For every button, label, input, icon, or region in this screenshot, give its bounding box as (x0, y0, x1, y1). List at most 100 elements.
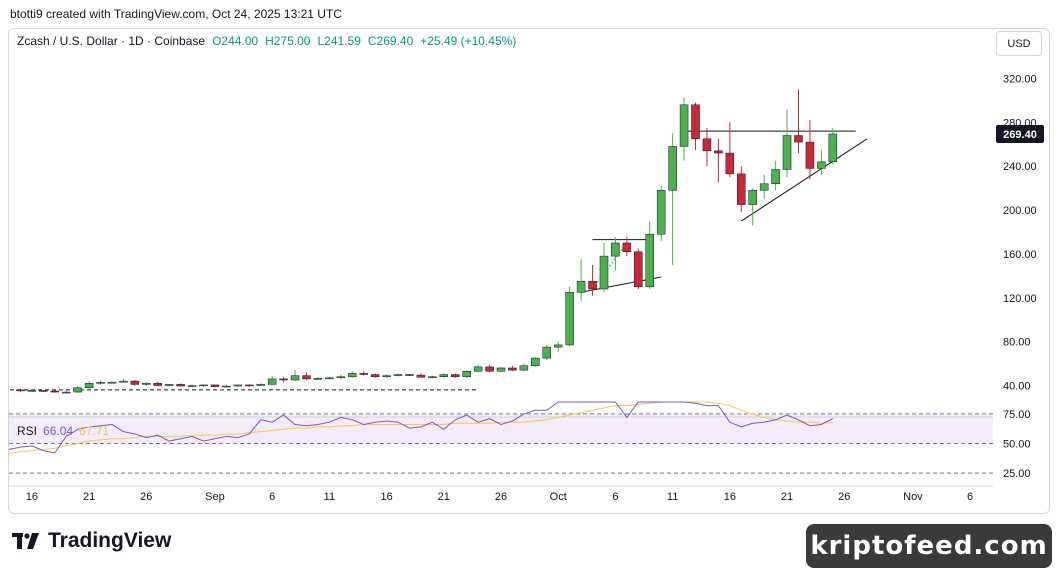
candle[interactable] (508, 365, 517, 372)
candle[interactable] (199, 384, 208, 387)
time-tick-label: 26 (140, 491, 152, 503)
candle[interactable] (393, 373, 403, 377)
candle[interactable] (588, 264, 597, 296)
candle[interactable] (325, 376, 334, 380)
candle-body (828, 133, 838, 163)
candle[interactable] (256, 383, 265, 387)
price-tick-label: 120.00 (1003, 293, 1037, 305)
candle[interactable] (142, 382, 151, 387)
candle[interactable] (336, 374, 346, 379)
candle[interactable] (473, 364, 483, 373)
candle[interactable] (805, 120, 815, 180)
last-price-badge: 269.40 (996, 124, 1044, 143)
candle[interactable] (817, 149, 826, 175)
candle[interactable] (759, 174, 769, 200)
candle[interactable] (782, 109, 792, 178)
candle-body (599, 255, 609, 290)
candle[interactable] (348, 371, 357, 378)
ohlc-high: H275.00 (265, 34, 311, 48)
candle[interactable] (794, 89, 803, 154)
candle[interactable] (714, 138, 723, 183)
candle-body (805, 141, 815, 169)
candle[interactable] (96, 380, 105, 385)
candle[interactable] (462, 370, 471, 378)
trendline-drawings[interactable] (10, 130, 868, 391)
candle[interactable] (164, 383, 174, 387)
candle[interactable] (416, 373, 426, 378)
candle[interactable] (107, 381, 117, 384)
tradingview-logo-text: TradingView (48, 529, 172, 552)
candle[interactable] (748, 188, 757, 226)
candle[interactable] (27, 389, 37, 392)
rsi-line (8, 401, 834, 454)
candle[interactable] (679, 97, 689, 161)
ohlc-close: C269.40 (367, 34, 414, 48)
candle[interactable] (61, 390, 71, 394)
candle[interactable] (737, 166, 746, 213)
candle[interactable] (428, 375, 437, 379)
currency-button[interactable]: USD (996, 31, 1042, 56)
candle[interactable] (450, 373, 460, 378)
candle[interactable] (771, 160, 780, 191)
candle[interactable] (611, 237, 620, 271)
candle[interactable] (599, 242, 609, 293)
candle[interactable] (439, 373, 449, 378)
candle[interactable] (553, 341, 563, 352)
candle[interactable] (405, 373, 414, 377)
candle[interactable] (645, 221, 654, 290)
candle[interactable] (691, 102, 700, 150)
symbol-title[interactable]: Zcash / U.S. Dollar · 1D · Coinbase (17, 34, 206, 48)
candle[interactable] (290, 370, 300, 382)
candle[interactable] (153, 381, 162, 387)
candle-body (267, 378, 277, 385)
ascending-trendline[interactable] (741, 138, 868, 222)
candle[interactable] (84, 381, 94, 389)
candle[interactable] (279, 376, 288, 383)
candle[interactable] (634, 248, 643, 290)
candle[interactable] (359, 371, 368, 376)
candle-body (439, 374, 449, 377)
candle[interactable] (187, 384, 197, 388)
candle[interactable] (222, 384, 231, 388)
candle[interactable] (370, 373, 380, 378)
candle-body (702, 138, 712, 152)
candle[interactable] (130, 380, 140, 386)
candle[interactable] (565, 286, 574, 347)
candle[interactable] (496, 366, 506, 373)
candle[interactable] (210, 384, 220, 388)
candle[interactable] (302, 372, 311, 381)
candle[interactable] (16, 388, 25, 393)
candle-body (187, 385, 197, 387)
candle[interactable] (668, 133, 677, 265)
candle[interactable] (50, 389, 60, 393)
candle[interactable] (542, 344, 552, 361)
candle[interactable] (245, 384, 254, 387)
candle[interactable] (725, 122, 735, 178)
candle[interactable] (656, 185, 666, 241)
candle[interactable] (485, 364, 494, 373)
candle[interactable] (73, 386, 82, 393)
rsi-tick-label: 75.00 (1003, 409, 1031, 421)
candle[interactable] (702, 127, 712, 167)
candle[interactable] (531, 356, 540, 367)
candle[interactable] (119, 378, 128, 383)
candle[interactable] (828, 127, 838, 165)
time-tick-label: 11 (667, 491, 678, 503)
tradingview-logo-icon (12, 533, 39, 549)
candle[interactable] (576, 259, 586, 302)
candle[interactable] (519, 363, 529, 372)
candle-body (531, 357, 540, 367)
rsi-value: 66.04 (43, 424, 74, 438)
candle[interactable] (313, 377, 323, 381)
candle[interactable] (39, 389, 48, 393)
candle[interactable] (267, 375, 277, 386)
candle[interactable] (382, 374, 391, 378)
candle[interactable] (176, 383, 185, 387)
candle-series[interactable] (16, 89, 838, 394)
price-tick-label: 80.00 (1003, 337, 1031, 349)
rsi-tick-label: 25.00 (1003, 468, 1031, 480)
candle[interactable] (233, 384, 243, 388)
candle-body (782, 135, 792, 170)
candle[interactable] (622, 236, 632, 257)
